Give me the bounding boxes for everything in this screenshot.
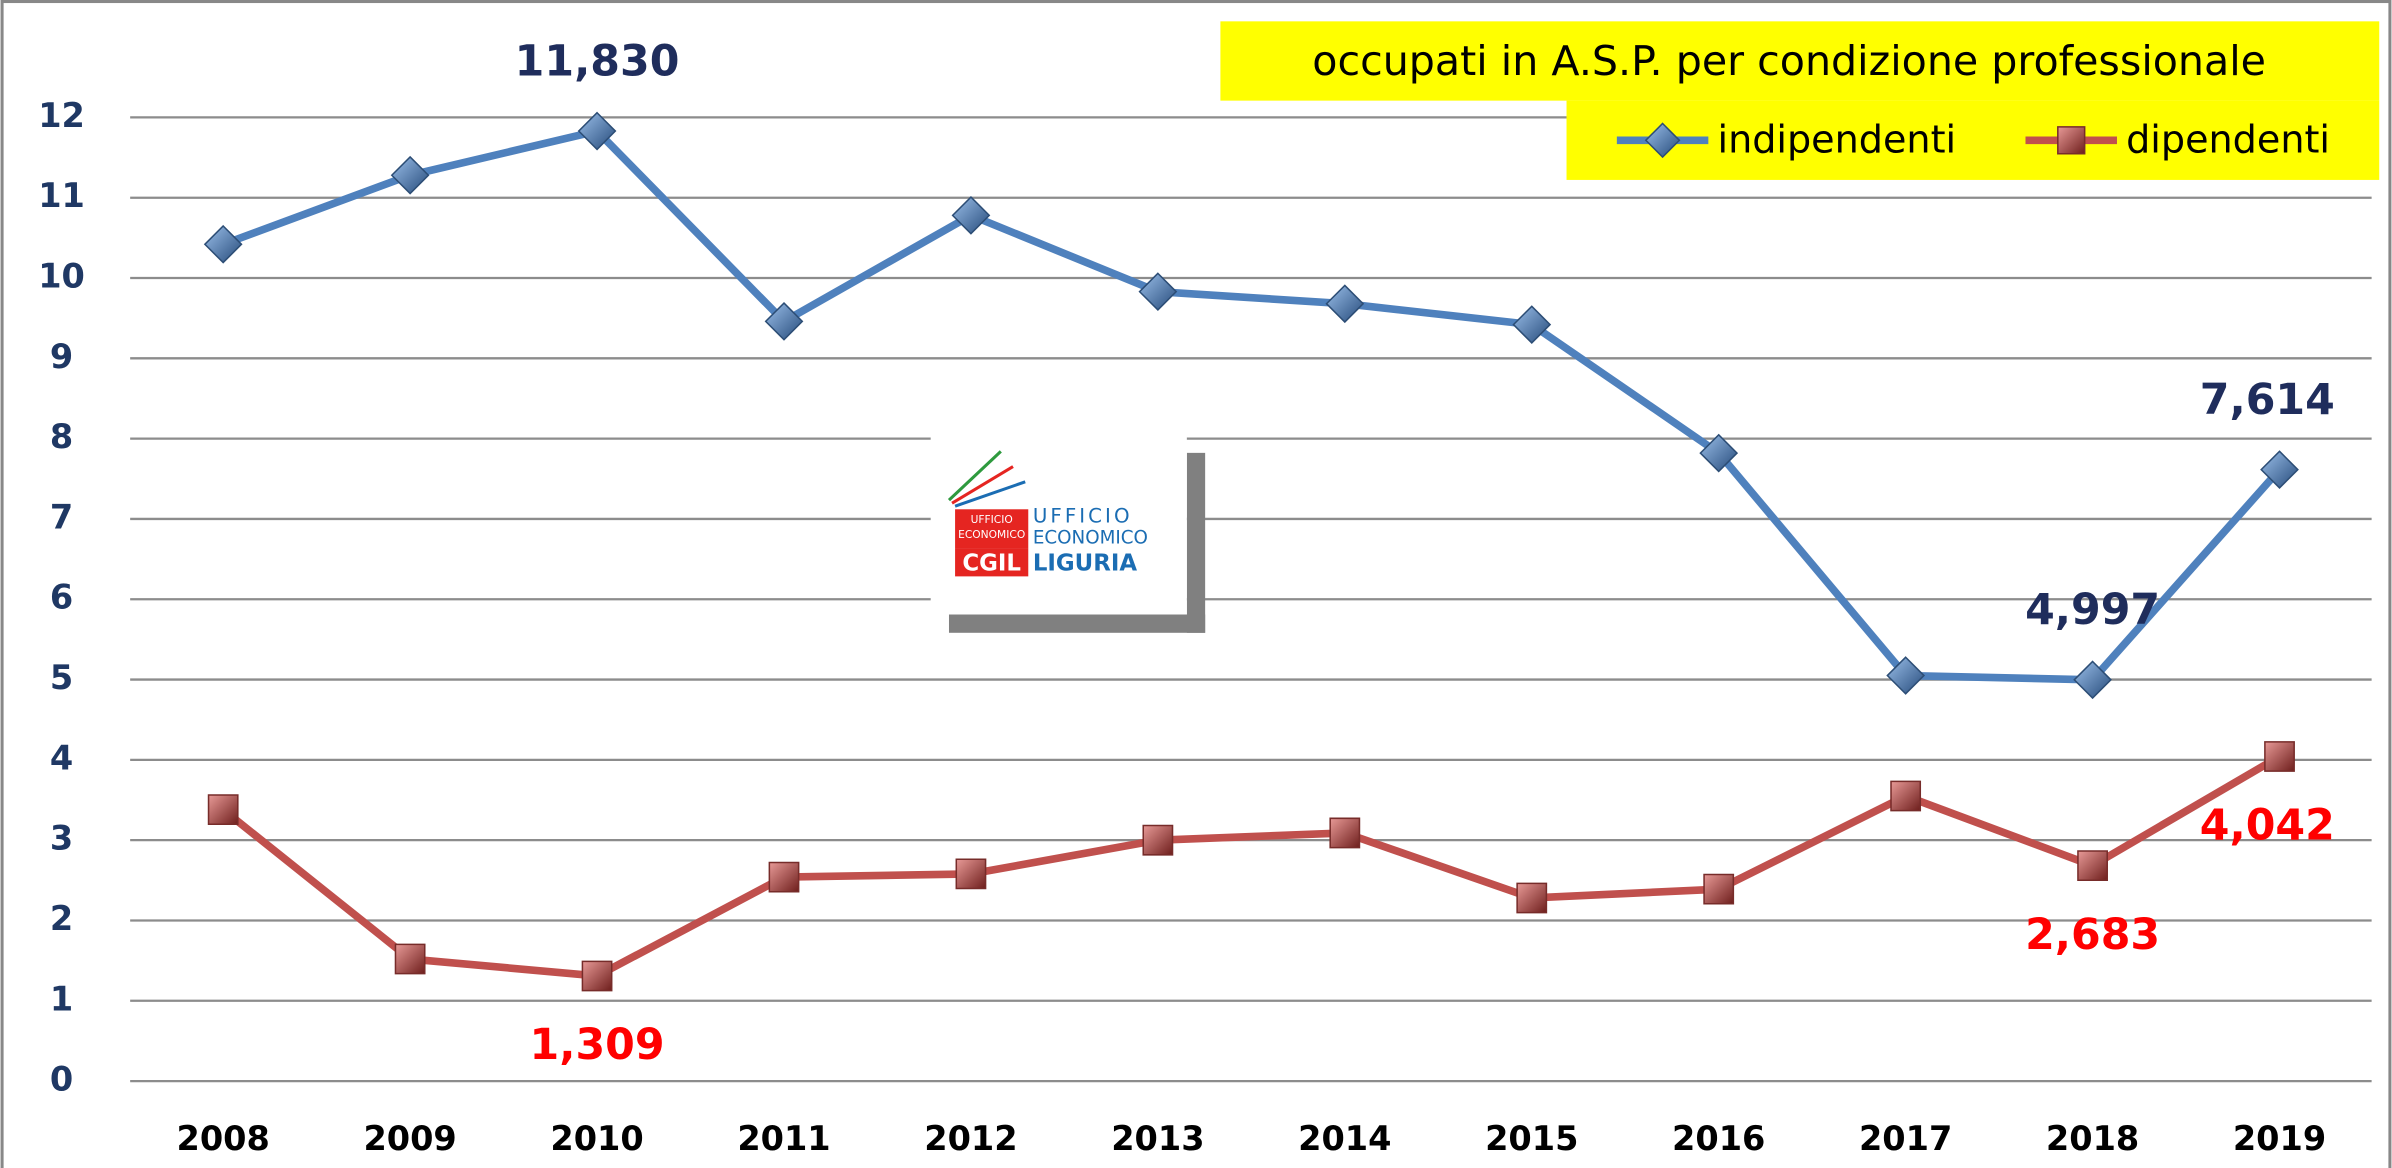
marker xyxy=(390,155,430,195)
data-label: 11,830 xyxy=(515,36,680,86)
marker xyxy=(764,302,804,341)
data-label: 4,997 xyxy=(2025,585,2160,635)
plot: 11,830 4,997 7,614 1,309 2,683 4,042 xyxy=(203,36,2335,1070)
data-label: 2,683 xyxy=(2025,910,2160,960)
marker xyxy=(1138,272,1178,312)
legend-marker xyxy=(2057,126,2086,155)
y-tick-label: 8 xyxy=(50,417,73,456)
x-tick-label: 2009 xyxy=(363,1119,456,1158)
y-tick-label: 2 xyxy=(50,899,73,938)
marker xyxy=(577,111,617,151)
marker xyxy=(1325,284,1365,324)
marker xyxy=(203,224,243,264)
logo-brand: CGIL xyxy=(962,551,1021,577)
marker xyxy=(394,943,426,975)
marker xyxy=(2260,450,2299,490)
title-box xyxy=(1220,21,2380,101)
y-tick-label: 4 xyxy=(50,738,73,777)
y-tick-label: 11 xyxy=(38,176,85,215)
logo-line: ECONOMICO xyxy=(1033,527,1148,548)
y-tick-label: 7 xyxy=(50,497,73,536)
logo-stroke xyxy=(951,465,1014,505)
legend-label: indipendenti xyxy=(1717,117,1956,161)
y-tick-label: 6 xyxy=(50,578,73,617)
marker xyxy=(1699,433,1739,473)
x-tick-label: 2012 xyxy=(924,1119,1017,1158)
chart-title: occupati in A.S.P. per condizione profes… xyxy=(1312,37,2266,85)
y-tick-label: 10 xyxy=(38,257,85,296)
marker xyxy=(2077,850,2108,882)
logo-stroke xyxy=(947,450,1002,502)
marker xyxy=(1142,824,1174,856)
x-tick-label: 2019 xyxy=(2233,1119,2326,1158)
x-tick-label: 2010 xyxy=(550,1119,643,1158)
marker xyxy=(1329,817,1361,849)
logo-shadow xyxy=(1186,452,1206,633)
marker xyxy=(1516,882,1548,914)
logo-box xyxy=(955,548,1029,577)
marker xyxy=(951,196,991,235)
x-tick-label: 2017 xyxy=(1859,1119,1952,1158)
y-tick-label: 9 xyxy=(50,337,73,376)
x-tick-label: 2016 xyxy=(1672,1119,1765,1158)
logo-small: ECONOMICO xyxy=(958,528,1025,541)
data-label: 7,614 xyxy=(2200,375,2335,425)
data-label: 1,309 xyxy=(530,1020,665,1070)
marker xyxy=(581,960,613,992)
y-tick-label: 1 xyxy=(50,979,73,1018)
marker xyxy=(1703,873,1735,905)
marker xyxy=(2264,741,2295,772)
x-tick-label: 2014 xyxy=(1298,1119,1391,1158)
x-tick-label: 2008 xyxy=(177,1119,270,1158)
marker xyxy=(768,861,800,893)
x-tick-label: 2013 xyxy=(1111,1119,1204,1158)
x-tick-label: 2015 xyxy=(1485,1119,1578,1158)
x-tick-label: 2011 xyxy=(737,1119,830,1158)
data-label: 4,042 xyxy=(2200,801,2335,851)
logo: UFFICIO ECONOMICO UFFICIO ECONOMICO CGIL… xyxy=(930,434,1206,633)
y-tick-label: 12 xyxy=(38,96,85,135)
series-line xyxy=(220,753,2282,980)
marker xyxy=(1886,656,1926,695)
y-tick-label: 3 xyxy=(50,819,73,858)
logo-stroke xyxy=(954,480,1026,508)
legend-label: dipendenti xyxy=(2126,117,2330,161)
series-line xyxy=(221,127,2283,684)
marker xyxy=(2073,660,2112,700)
legend-marker xyxy=(1644,122,1681,159)
y-tick-label: 0 xyxy=(50,1060,73,1099)
legend: indipendenti dipendenti xyxy=(1616,117,2330,161)
logo-line: UFFICIO xyxy=(1033,504,1133,527)
marker xyxy=(955,858,987,890)
logo-region: LIGURIA xyxy=(1033,551,1138,577)
x-tick-label: 2018 xyxy=(2046,1119,2139,1158)
marker xyxy=(1890,780,1922,812)
logo-box xyxy=(955,509,1029,549)
logo-small: UFFICIO xyxy=(971,513,1013,526)
marker xyxy=(1512,305,1552,344)
y-tick-label: 5 xyxy=(50,658,73,697)
marker xyxy=(207,794,239,826)
logo-shadow xyxy=(948,614,1206,633)
